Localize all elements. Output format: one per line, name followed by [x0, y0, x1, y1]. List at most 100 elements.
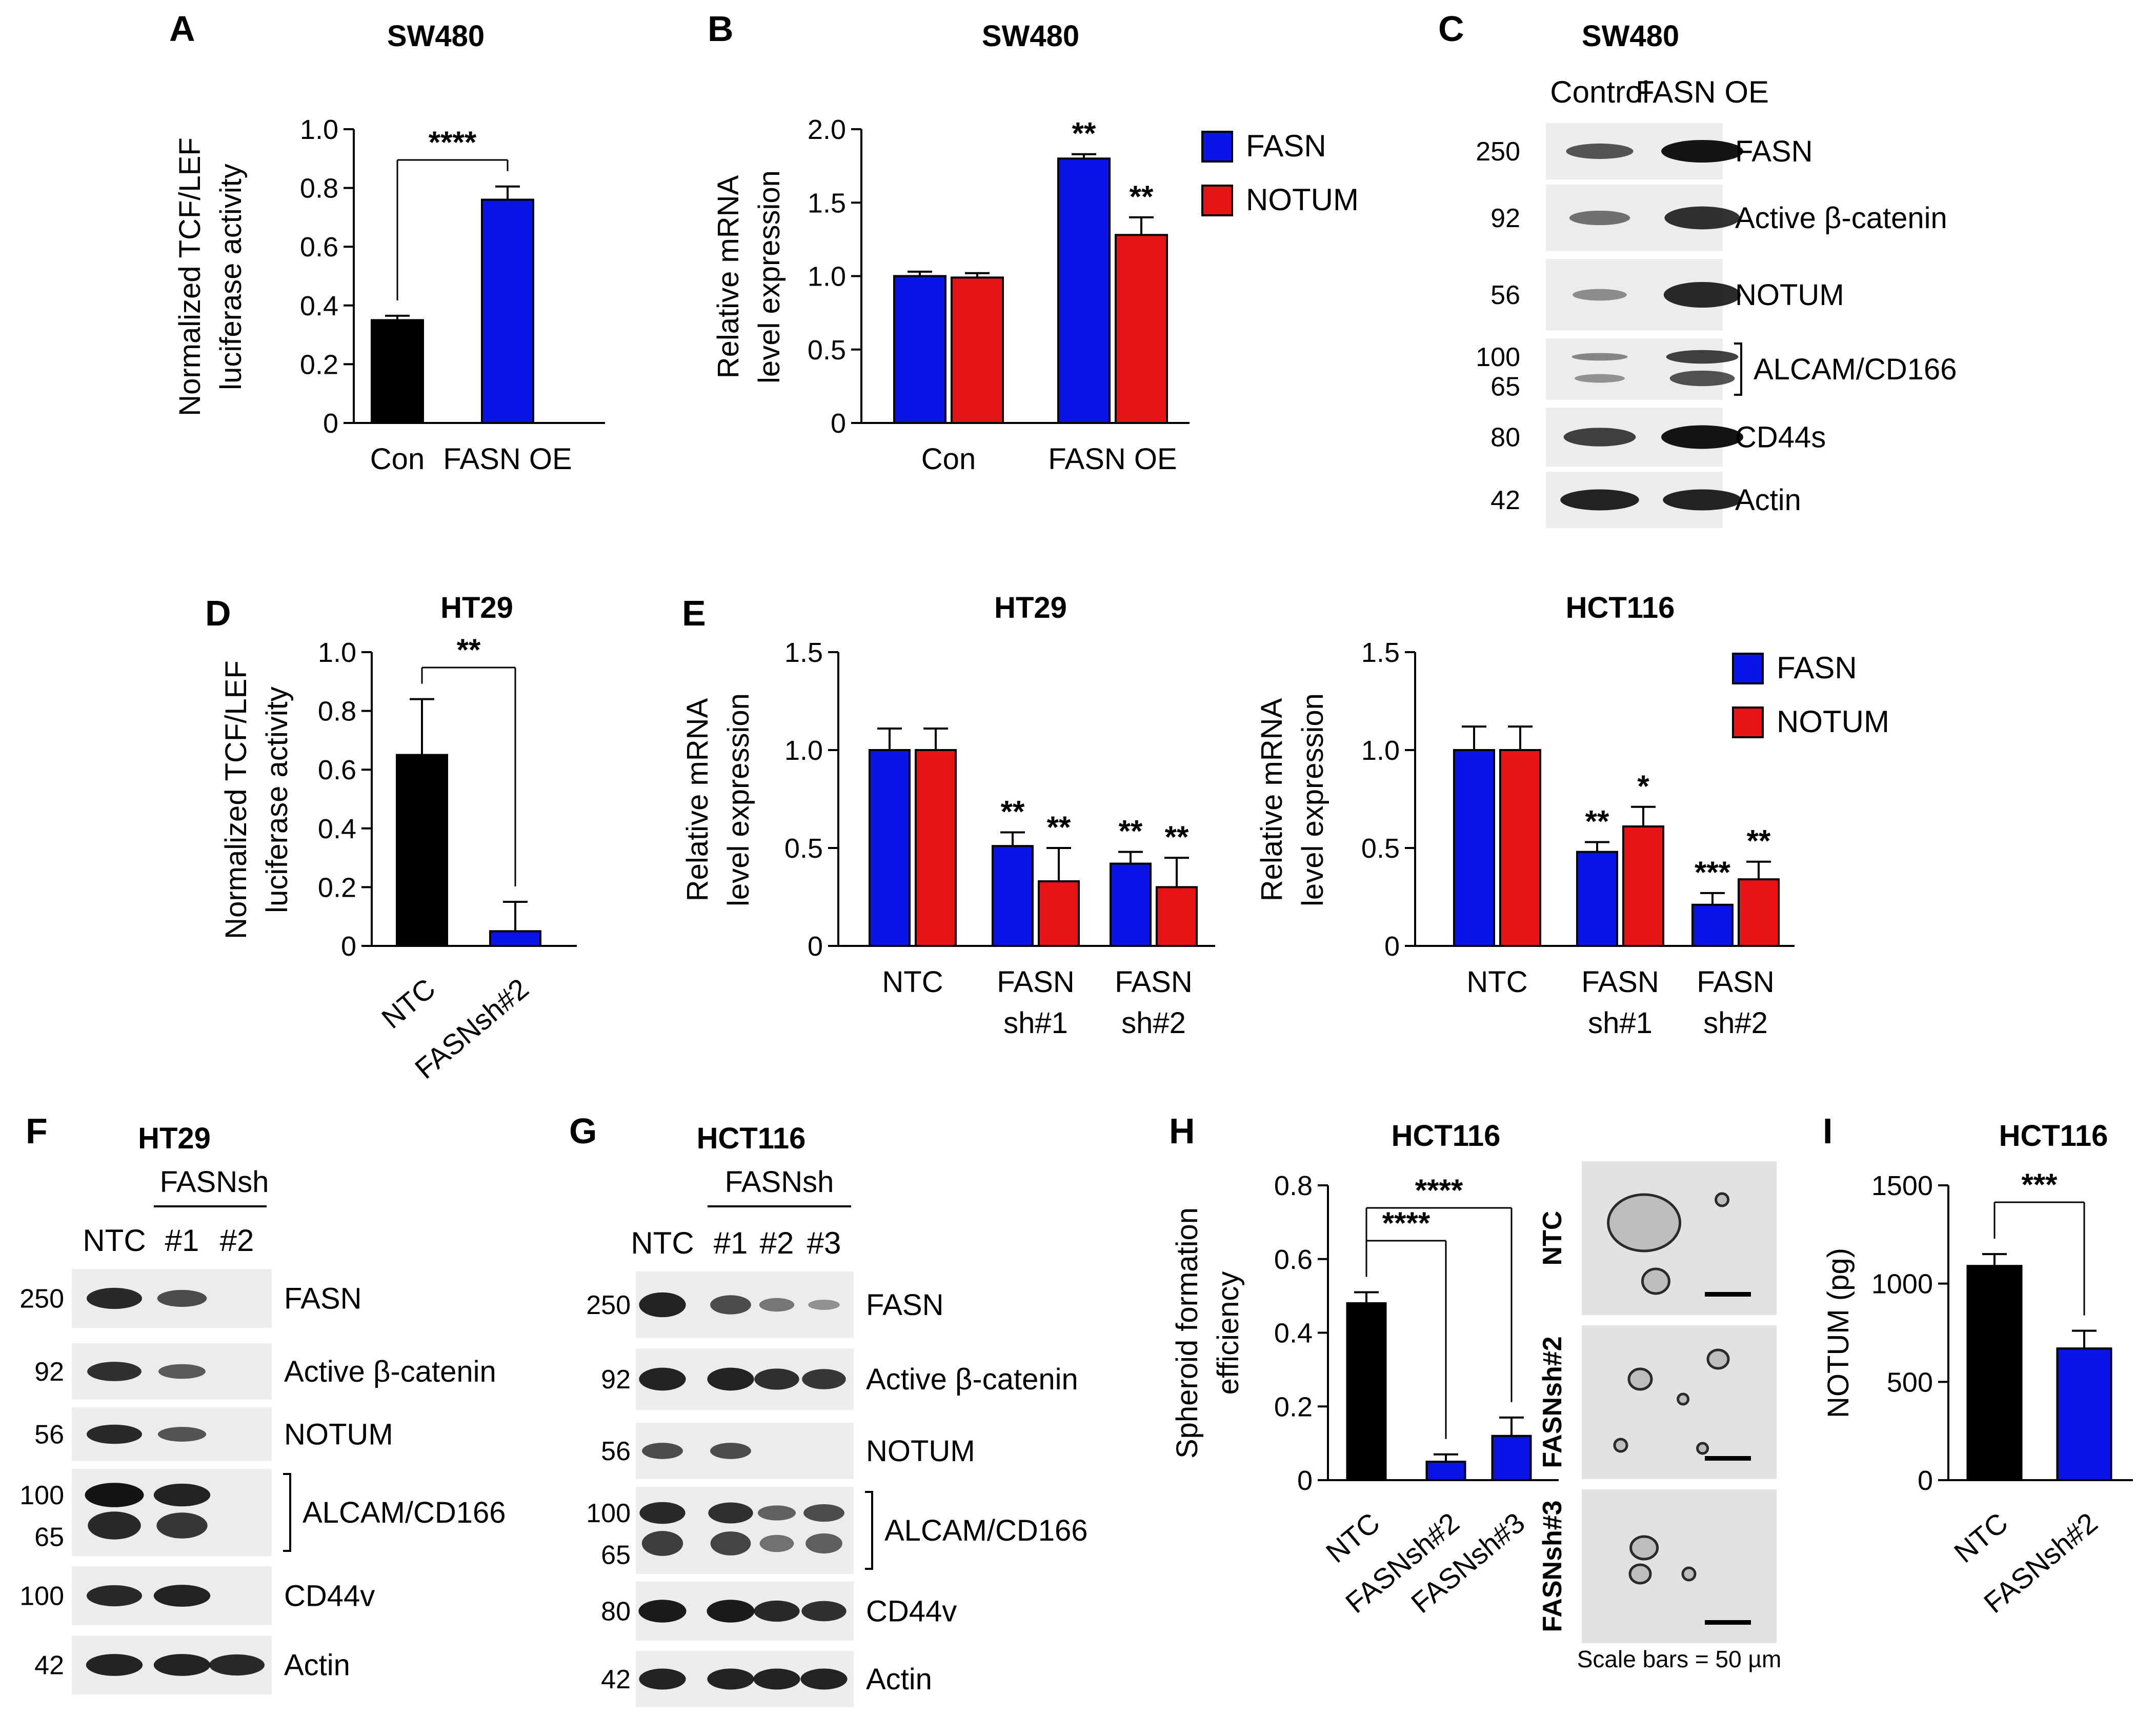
blot-G: HCT116 FASNsh NTC #1 #2 #3 250 FASN 92 Active β-c… — [586, 1122, 1087, 1707]
bar — [1115, 234, 1168, 424]
chart-title: HCT116 — [1392, 1119, 1501, 1153]
y-tick-label: 1.5 — [808, 188, 846, 218]
band — [642, 1443, 683, 1459]
band — [710, 1295, 751, 1315]
chart-A: 0 0.2 0.4 0.6 0.8 1.0 SW480 Normalized TCF/LEF l… — [173, 19, 605, 476]
x-tick-label: FASN — [1697, 965, 1775, 999]
band — [86, 1585, 143, 1607]
blot-F: HT29 FASNsh NTC #1 #2 250 FASN 92 Active β-caten… — [19, 1122, 506, 1694]
mw-label: 250 — [19, 1284, 64, 1314]
panel-letter: E — [682, 593, 706, 633]
x-tick-label: NTC — [1320, 1506, 1386, 1569]
significance-stars: ** — [1047, 810, 1071, 844]
protein-label: ALCAM/CD166 — [884, 1514, 1087, 1547]
spheroid — [1627, 1367, 1653, 1391]
y-tick-label: 1500 — [1871, 1170, 1933, 1201]
band — [157, 1427, 207, 1442]
band — [1575, 374, 1625, 383]
panel-letter: C — [1438, 9, 1464, 49]
y-tick-label: 0 — [1384, 931, 1400, 962]
y-tick-label: 1.0 — [784, 735, 823, 766]
lane-label: NTC — [631, 1226, 694, 1260]
y-tick-label: 0.8 — [318, 696, 356, 727]
significance-stars: ** — [1119, 814, 1143, 849]
band — [1560, 489, 1639, 511]
bar — [1346, 1302, 1387, 1481]
bracket — [283, 1473, 291, 1552]
bar — [951, 276, 1004, 424]
panel-letter: I — [1823, 1111, 1832, 1151]
panel-letter: H — [1169, 1111, 1195, 1151]
chart-title: HT29 — [440, 591, 513, 624]
bar — [1576, 851, 1618, 947]
y-axis-label: luciferase activity — [260, 686, 294, 913]
band — [805, 1533, 842, 1554]
y-axis-label: level expression — [753, 170, 786, 383]
blot-strip — [636, 1487, 854, 1574]
scale-bar — [1705, 1292, 1751, 1297]
mw-label: 80 — [601, 1597, 631, 1627]
mw-label: 42 — [601, 1665, 631, 1694]
mw-label: 92 — [601, 1365, 631, 1395]
bar — [992, 845, 1034, 947]
protein-label: Active β-catenin — [284, 1355, 496, 1388]
y-axis-label: luciferase activity — [214, 164, 248, 390]
band — [1566, 143, 1634, 159]
protein-label: NOTUM — [1735, 278, 1844, 312]
protein-label: NOTUM — [284, 1418, 393, 1451]
legend-label: NOTUM — [1246, 183, 1359, 217]
lane-label: #2 — [760, 1226, 794, 1260]
significance-stars: *** — [2021, 1167, 2058, 1202]
y-tick-label: 1.5 — [1361, 637, 1400, 668]
band — [803, 1504, 844, 1522]
bar — [396, 754, 448, 947]
spheroid — [1715, 1192, 1730, 1207]
significance-stars: ** — [1585, 804, 1609, 839]
band — [801, 1601, 847, 1622]
micrograph-label: FASNsh#3 — [1538, 1500, 1567, 1632]
band — [153, 1654, 211, 1676]
significance-stars: **** — [1415, 1173, 1463, 1207]
band — [641, 1531, 683, 1556]
y-tick-label: 2.0 — [808, 114, 846, 145]
blot-title: SW480 — [1582, 19, 1679, 53]
band — [808, 1300, 840, 1310]
bar — [1966, 1265, 2023, 1482]
chart-title: SW480 — [387, 19, 485, 53]
micrograph-label: FASNsh#2 — [1538, 1336, 1567, 1468]
blot-group-label: FASNsh — [725, 1165, 834, 1199]
y-axis-label: Spheroid formation — [1171, 1207, 1204, 1459]
band — [757, 1505, 796, 1521]
x-tick-label: NTC — [882, 965, 943, 999]
y-axis-label: efficiency — [1212, 1271, 1245, 1395]
protein-label: CD44v — [284, 1580, 375, 1613]
y-tick-label: 0.2 — [300, 349, 338, 380]
y-axis-label: Relative mRNA — [1255, 698, 1288, 901]
blot-strip — [1546, 338, 1723, 400]
protein-label: ALCAM/CD166 — [1754, 353, 1957, 386]
mw-label: 100 — [1476, 342, 1520, 372]
bar — [2056, 1347, 2112, 1482]
panel-letter: F — [26, 1111, 48, 1151]
spheroid — [1629, 1535, 1659, 1561]
y-tick-label: 0.6 — [1274, 1244, 1313, 1275]
significance-stars: *** — [1695, 855, 1731, 890]
chart-title: HCT116 — [1999, 1119, 2108, 1153]
x-tick-label: sh#2 — [1703, 1006, 1768, 1040]
band — [759, 1534, 794, 1552]
x-tick-label: Con — [370, 442, 425, 476]
y-tick-label: 0 — [1918, 1465, 1933, 1496]
significance-stars: ** — [1072, 116, 1096, 151]
y-tick-label: 1.0 — [808, 261, 846, 292]
mw-label: 100 — [19, 1582, 64, 1611]
band — [1663, 489, 1742, 511]
protein-label: Actin — [1735, 483, 1801, 517]
band — [85, 1483, 144, 1507]
protein-label: Active β-catenin — [1735, 201, 1947, 235]
band — [707, 1600, 755, 1623]
y-tick-label: 0.4 — [300, 291, 338, 321]
band — [754, 1600, 800, 1622]
mw-label: 100 — [586, 1499, 631, 1528]
spheroid — [1613, 1438, 1628, 1453]
